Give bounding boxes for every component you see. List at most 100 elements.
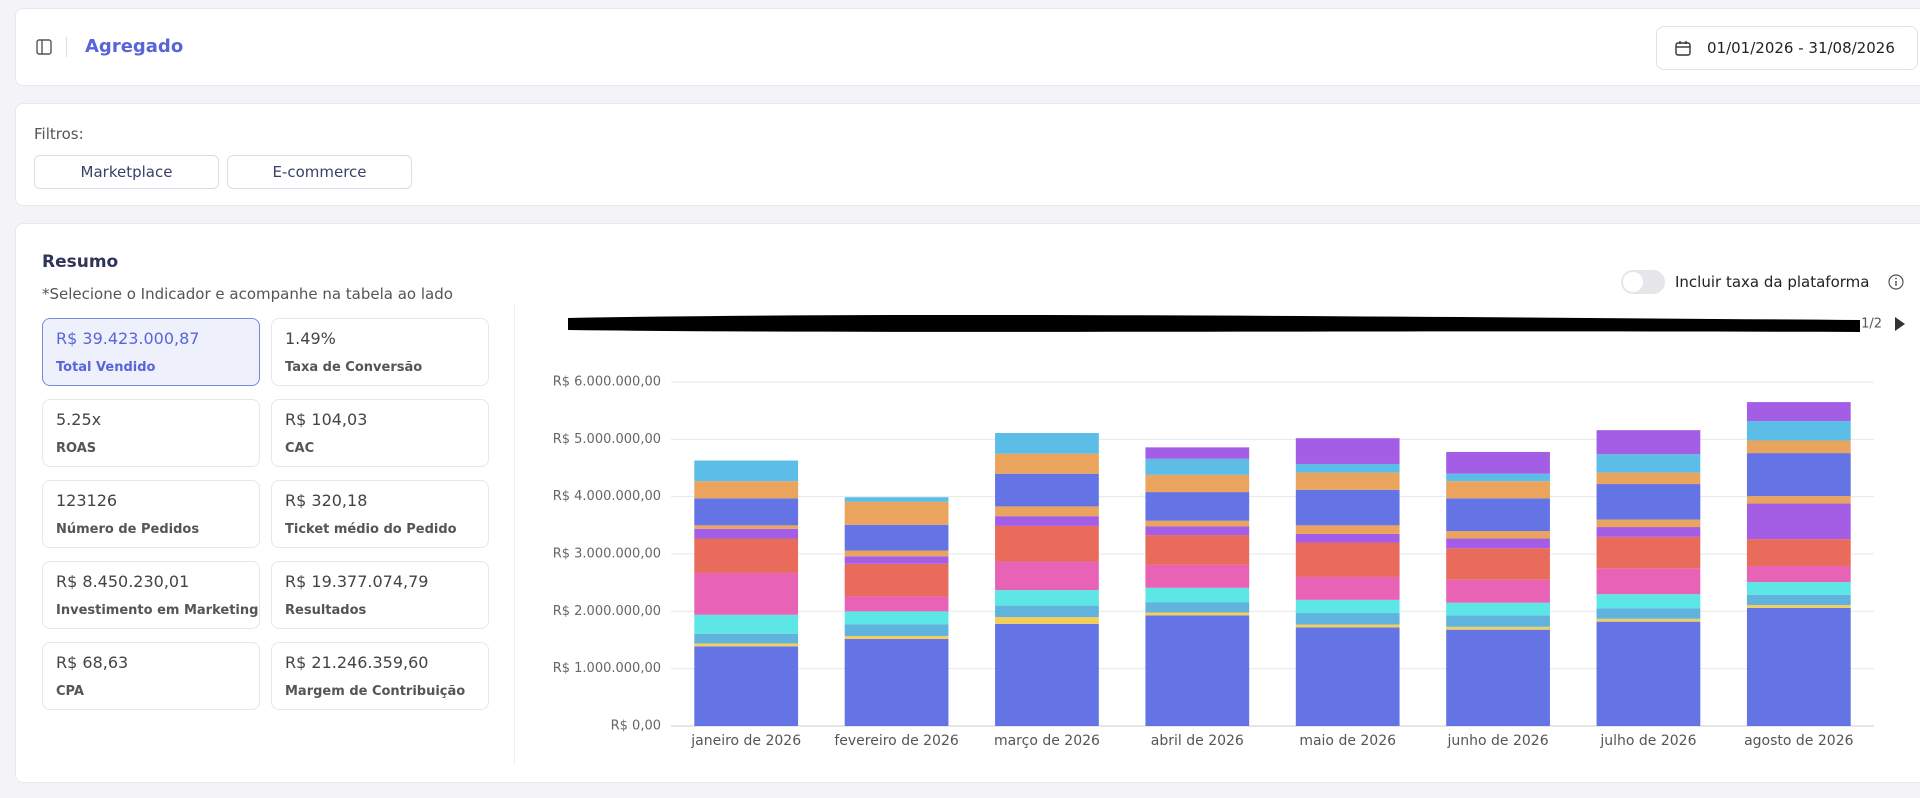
bar-segment [1295,624,1400,628]
bar-segment [1145,447,1250,459]
bar-segment [844,596,949,612]
x-tick-label: agosto de 2026 [1744,733,1854,749]
kpi-card[interactable]: R$ 39.423.000,87 Total Vendido [42,318,260,386]
bar-segment [1746,420,1851,441]
bar-segment [1596,608,1701,619]
bar-segment [995,433,1099,454]
bar-segment [694,528,799,539]
kpi-label: Margem de Contribuição [285,684,466,699]
kpi-card[interactable]: R$ 320,18 Ticket médio do Pedido [271,480,489,548]
date-picker[interactable]: 01/01/2026 - 31/08/2026 [1656,26,1918,70]
bar-segment [694,633,799,644]
header: Agregado 01/01/2026 - 31/08/2026 [15,8,1920,86]
bar-segment [1446,626,1550,630]
y-tick-label: R$ 0,00 [611,719,661,734]
kpi-value: R$ 21.246.359,60 [285,653,429,672]
kpi-label: Taxa de Conversão [285,360,423,375]
bar-segment [995,473,1099,507]
bar-segment [694,614,799,634]
filters-label: Filtros: [34,125,84,143]
x-tick-label: janeiro de 2026 [690,733,801,749]
kpi-card[interactable]: R$ 8.450.230,01 Investimento em Marketing [42,561,260,629]
info-icon[interactable] [1888,274,1904,290]
bar-segment [1446,473,1550,482]
filter-button[interactable]: Marketplace [34,155,219,189]
bar-segment [1295,613,1400,625]
bar-segment [1746,582,1851,595]
bar-segment [1295,438,1400,464]
bar-segment [1145,492,1250,521]
bar-segment [1746,440,1851,454]
filter-button[interactable]: E-commerce [227,155,412,189]
kpi-label: Número de Pedidos [56,522,200,537]
bar-segment [1746,607,1851,726]
sidebar-icon[interactable] [36,39,52,55]
bar-segment [1145,458,1250,475]
y-tick-label: R$ 4.000.000,00 [553,489,661,504]
kpi-label: Total Vendido [56,360,156,375]
bar-segment [1446,615,1550,627]
bar-segment [1596,621,1701,726]
bar-segment [694,643,799,647]
kpi-value: 123126 [56,491,118,510]
bar-segment [1145,474,1250,493]
kpi-label: Investimento em Marketing [56,603,259,618]
bar-segment [1145,612,1250,616]
kpi-card[interactable]: 1.49% Taxa de Conversão [271,318,489,386]
bar-segment [1145,520,1250,527]
bar-segment [1746,539,1851,567]
bar-segment [1596,568,1701,595]
x-tick-label: abril de 2026 [1151,733,1244,749]
bar-segment [844,501,949,525]
kpi-value: R$ 68,63 [56,653,129,672]
bar-segment [995,617,1099,624]
kpi-card[interactable]: 5.25x ROAS [42,399,260,467]
bar-segment [1746,496,1851,504]
bar-segment [1446,602,1550,616]
bar-segment [1295,542,1400,577]
bar-segment [844,635,949,639]
bar-segment [844,497,949,502]
bar-segment [1596,519,1701,528]
y-tick-label: R$ 6.000.000,00 [553,375,661,390]
bar-segment [1295,472,1400,490]
bar-segment [1295,489,1400,526]
summary-subtitle: *Selecione o Indicador e acompanhe na ta… [42,285,453,303]
bar-segment [1596,527,1701,537]
bar-segment [1596,536,1701,569]
y-tick-label: R$ 3.000.000,00 [553,547,661,562]
x-tick-label: fevereiro de 2026 [834,733,959,749]
x-tick-label: junho de 2026 [1447,733,1549,749]
bar-segment [1596,472,1701,485]
kpi-card[interactable]: R$ 104,03 CAC [271,399,489,467]
filters: Filtros: Marketplace E-commerce [15,103,1920,206]
kpi-value: R$ 320,18 [285,491,368,510]
bar-segment [1446,451,1550,474]
divider [514,304,515,764]
kpi-value: R$ 39.423.000,87 [56,329,200,348]
y-tick-label: R$ 5.000.000,00 [553,432,661,447]
legend-page: 1/2 [1861,317,1882,332]
bar-segment [1746,566,1851,583]
bar-segment [1145,535,1250,565]
kpi-label: ROAS [56,441,97,456]
bar-segment [1446,531,1550,539]
kpi-card[interactable]: 123126 Número de Pedidos [42,480,260,548]
x-tick-label: março de 2026 [994,733,1100,749]
kpi-value: 1.49% [285,329,336,348]
legend-next[interactable] [1895,317,1905,331]
kpi-value: R$ 8.450.230,01 [56,572,190,591]
toggle[interactable] [1621,270,1665,294]
kpi-card[interactable]: R$ 19.377.074,79 Resultados [271,561,489,629]
divider [66,37,67,57]
kpi-value: R$ 19.377.074,79 [285,572,429,591]
calendar-icon [1675,41,1691,56]
bar-segment [995,623,1099,726]
bar-segment [995,605,1099,618]
bar-segment [844,563,949,597]
kpi-label: Resultados [285,603,367,618]
kpi-card[interactable]: R$ 21.246.359,60 Margem de Contribuição [271,642,489,710]
kpi-card[interactable]: R$ 68,63 CPA [42,642,260,710]
